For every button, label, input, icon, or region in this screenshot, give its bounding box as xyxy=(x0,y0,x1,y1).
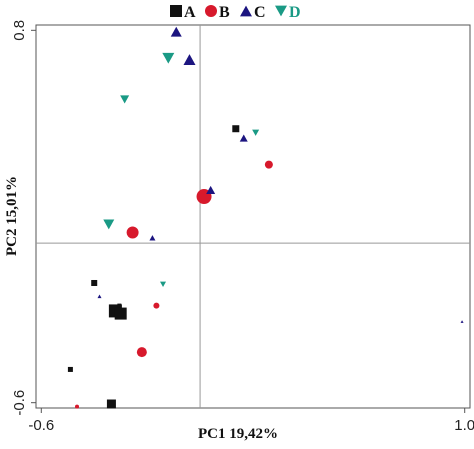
data-point-d xyxy=(120,95,130,104)
data-point-a xyxy=(67,366,73,372)
data-point-a xyxy=(114,307,127,320)
y-tick-label: -0.6 xyxy=(11,390,28,416)
data-point-b xyxy=(264,160,273,169)
data-point-a xyxy=(232,125,240,133)
data-point-b xyxy=(136,347,147,358)
data-point-b xyxy=(153,302,160,309)
legend-marker-d xyxy=(275,5,287,17)
data-points xyxy=(67,26,464,409)
data-point-c xyxy=(170,26,182,37)
data-point-c xyxy=(460,320,464,323)
reference-lines xyxy=(36,25,470,408)
data-point-a xyxy=(106,399,116,409)
data-point-d xyxy=(160,281,167,288)
legend-marker-c xyxy=(240,5,252,17)
legend-label-d: D xyxy=(289,4,301,21)
y-tick-label: 0.8 xyxy=(11,20,28,41)
x-axis-title: PC1 19,42% xyxy=(198,426,278,442)
data-point-a xyxy=(117,303,122,308)
legend-label-a: A xyxy=(184,4,196,21)
data-point-c xyxy=(149,235,156,241)
legend-marker-b xyxy=(205,5,217,17)
data-point-c xyxy=(206,185,216,194)
data-point-d xyxy=(162,52,175,64)
x-tick-label: 1.0 xyxy=(454,417,474,434)
data-point-c xyxy=(239,134,248,142)
legend-marker-a xyxy=(170,5,182,17)
data-point-d xyxy=(103,219,115,230)
y-axis-title: PC2 15,01% xyxy=(4,176,20,256)
legend-label-b: B xyxy=(219,4,230,21)
data-point-b xyxy=(75,404,80,409)
plot-frame xyxy=(35,24,471,409)
data-point-b xyxy=(126,226,139,239)
data-point-a xyxy=(91,279,98,286)
x-tick-label: -0.6 xyxy=(28,417,54,434)
data-point-d xyxy=(252,129,260,136)
data-point-c xyxy=(183,54,196,65)
axis-ticks: -0.6 1.0 0.8 -0.6 xyxy=(11,20,474,434)
legend: A B C D xyxy=(170,4,301,21)
data-point-c xyxy=(97,294,102,299)
legend-label-c: C xyxy=(254,4,266,21)
